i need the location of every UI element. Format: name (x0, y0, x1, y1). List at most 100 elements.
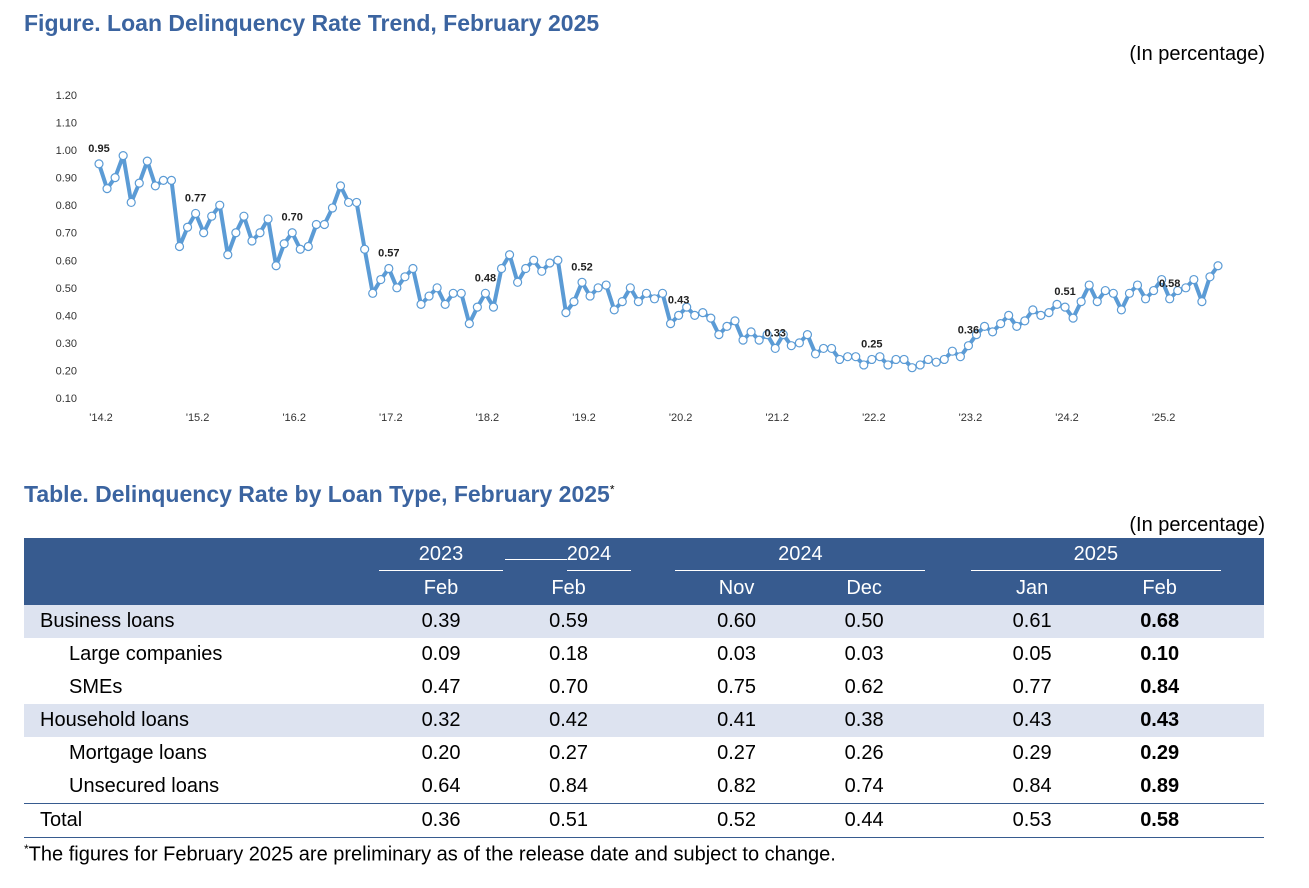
x-tick-label: '19.2 (572, 412, 596, 424)
data-point (843, 352, 853, 362)
data-point (231, 228, 241, 238)
data-point (553, 255, 563, 265)
data-point (835, 354, 845, 365)
row-label: Total (24, 803, 378, 838)
data-point (762, 330, 772, 340)
value-cell: 0.03 (717, 643, 757, 665)
data-point (1076, 296, 1086, 307)
data-point (1068, 313, 1078, 323)
data-point (794, 338, 804, 348)
value-cell: 0.75 (717, 676, 757, 698)
data-label: 0.43 (668, 294, 689, 306)
data-point (649, 294, 660, 304)
data-point (746, 327, 756, 337)
data-label: 0.52 (571, 261, 592, 273)
spacer-cell (632, 605, 673, 638)
table-title: Table. Delinquency Rate by Loan Type, Fe… (24, 481, 615, 507)
value-cell: 0.09 (421, 643, 461, 665)
data-point (979, 321, 990, 331)
value-cell: 0.82 (717, 775, 757, 797)
x-tick-label: '15.2 (186, 412, 210, 424)
data-point (432, 283, 442, 293)
data-point (448, 288, 458, 298)
table-row: Business loans 0.39 0.59 0.60 0.50 0.61 0.68 (24, 605, 1264, 638)
data-point (287, 228, 297, 238)
row-label: SMEs (69, 676, 123, 698)
spacer-cell (1223, 638, 1264, 671)
data-point (1084, 280, 1094, 290)
value-cell: 0.89 (1140, 775, 1180, 797)
figure-title: Figure. Loan Delinquency Rate Trend, Feb… (24, 10, 600, 36)
y-tick-label: 0.40 (56, 310, 77, 322)
header-month: Feb (504, 571, 633, 605)
data-point (513, 277, 523, 287)
data-point (939, 354, 949, 365)
table-row: Unsecured loans 0.64 0.84 0.82 0.74 0.84 0.89 (24, 770, 1264, 804)
data-point (94, 159, 104, 169)
data-point (191, 208, 201, 219)
data-point (641, 288, 652, 298)
value-cell: 0.70 (549, 676, 589, 698)
data-point (521, 263, 531, 274)
data-point (1116, 305, 1126, 315)
value-cell: 0.43 (968, 704, 1096, 737)
data-point (537, 266, 547, 276)
spacer-cell (1223, 704, 1264, 737)
x-tick-label: '14.2 (89, 412, 113, 424)
y-tick-label: 1.20 (56, 90, 77, 102)
data-point (714, 330, 724, 340)
data-point (971, 330, 982, 340)
header-underline-filler (504, 559, 567, 560)
value-cell: 0.42 (504, 704, 633, 737)
data-point (883, 360, 893, 370)
value-cell: 0.68 (1095, 605, 1224, 638)
data-point (215, 200, 225, 210)
data-point (1124, 288, 1135, 298)
data-point (1140, 294, 1151, 304)
spacer-cell (928, 671, 968, 704)
y-tick-label: 0.60 (56, 255, 77, 267)
data-point (118, 150, 128, 161)
data-point (295, 244, 305, 254)
data-point (207, 211, 217, 221)
data-point (199, 228, 209, 238)
x-tick-label: '24.2 (1055, 412, 1079, 424)
data-point (424, 291, 434, 301)
line-chart: 1.20 1.10 1.00 0.90 0.80 0.70 0.60 0.50 0.40 0.30… (56, 90, 1223, 424)
row-label: Household loans (24, 704, 378, 737)
data-point (408, 263, 418, 274)
header-month: Feb (377, 571, 505, 605)
data-point (327, 203, 338, 213)
value-cell: 0.61 (968, 605, 1096, 638)
data-point (1060, 302, 1070, 312)
data-point (223, 250, 233, 260)
value-cell: 0.59 (504, 605, 633, 638)
data-point (633, 296, 643, 307)
data-point (134, 178, 144, 188)
data-label: 0.70 (281, 212, 302, 224)
data-point (488, 302, 499, 312)
data-point (859, 360, 869, 370)
data-point (963, 341, 974, 351)
header-month: Nov (672, 571, 801, 605)
spacer-cell (927, 605, 969, 638)
data-point (754, 335, 764, 345)
data-point (102, 184, 112, 194)
spacer-cell (927, 704, 969, 737)
data-point (472, 302, 482, 312)
y-tick-label: 0.90 (56, 173, 77, 185)
data-point (810, 349, 821, 359)
value-cell: 0.39 (377, 605, 505, 638)
data-point (947, 346, 957, 356)
data-point (1181, 283, 1191, 293)
value-cell: 0.18 (549, 643, 589, 665)
spacer-cell (632, 737, 672, 770)
table-row: Large companies 0.09 0.18 0.03 0.03 0.05 0.10 (24, 638, 1264, 671)
spacer-cell (632, 638, 672, 671)
data-point (392, 283, 402, 293)
data-point (1044, 308, 1054, 318)
data-point (665, 319, 676, 329)
data-point (480, 288, 491, 298)
data-point (851, 352, 861, 362)
table-row: Household loans 0.32 0.42 0.41 0.38 0.43 0.43 (24, 704, 1264, 737)
